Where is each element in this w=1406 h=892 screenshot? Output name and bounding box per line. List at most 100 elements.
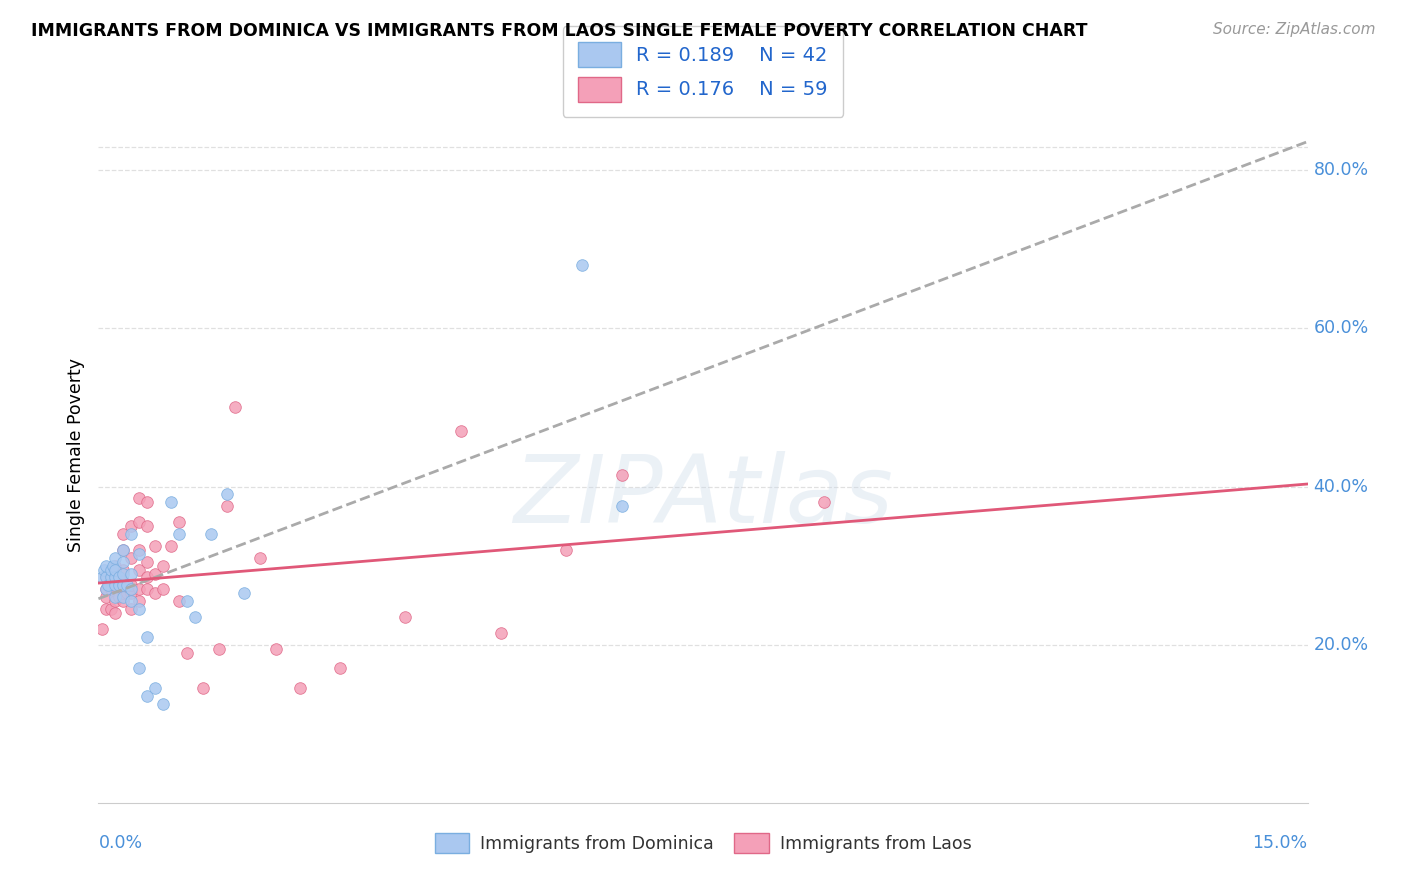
Point xyxy=(111,578,134,592)
Point xyxy=(167,527,190,541)
Point xyxy=(96,582,118,597)
Legend: Immigrants from Dominica, Immigrants from Laos: Immigrants from Dominica, Immigrants fro… xyxy=(427,826,979,860)
Point xyxy=(288,681,311,695)
Point xyxy=(91,622,114,636)
Point xyxy=(152,582,174,597)
Text: 40.0%: 40.0% xyxy=(1313,477,1368,496)
Point xyxy=(128,563,150,577)
Point xyxy=(152,697,174,711)
Point xyxy=(167,515,190,529)
Point xyxy=(111,563,134,577)
Point xyxy=(103,558,125,573)
Point xyxy=(96,558,118,573)
Point xyxy=(93,563,115,577)
Point xyxy=(217,500,239,514)
Point xyxy=(103,570,125,584)
Text: 0.0%: 0.0% xyxy=(98,834,142,852)
Point xyxy=(143,681,166,695)
Point xyxy=(208,641,231,656)
Point xyxy=(120,566,142,581)
Point xyxy=(167,594,190,608)
Point xyxy=(120,578,142,592)
Point xyxy=(96,602,118,616)
Point xyxy=(111,555,134,569)
Point xyxy=(111,542,134,557)
Point xyxy=(103,606,125,620)
Point xyxy=(143,586,166,600)
Point xyxy=(128,602,150,616)
Point xyxy=(120,527,142,541)
Point xyxy=(100,570,122,584)
Point xyxy=(128,542,150,557)
Point xyxy=(135,519,157,533)
Point xyxy=(135,630,157,644)
Point xyxy=(96,570,118,584)
Point xyxy=(128,491,150,506)
Point xyxy=(128,582,150,597)
Point xyxy=(111,594,134,608)
Point xyxy=(120,582,142,597)
Text: 60.0%: 60.0% xyxy=(1313,319,1369,337)
Point xyxy=(103,563,125,577)
Text: 15.0%: 15.0% xyxy=(1253,834,1308,852)
Point xyxy=(160,539,183,553)
Point xyxy=(115,586,138,600)
Point xyxy=(103,591,125,605)
Point xyxy=(111,586,134,600)
Point xyxy=(135,495,157,509)
Point xyxy=(571,258,593,272)
Point xyxy=(394,610,416,624)
Point xyxy=(120,602,142,616)
Point xyxy=(143,539,166,553)
Point xyxy=(97,578,120,592)
Point xyxy=(111,574,134,589)
Point xyxy=(128,547,150,561)
Point xyxy=(612,500,634,514)
Point xyxy=(96,591,118,605)
Point xyxy=(128,661,150,675)
Point xyxy=(143,566,166,581)
Point xyxy=(101,558,124,573)
Point xyxy=(264,641,287,656)
Point xyxy=(103,578,125,592)
Point xyxy=(120,594,142,608)
Point xyxy=(91,570,114,584)
Point xyxy=(217,487,239,501)
Point xyxy=(115,578,138,592)
Point xyxy=(224,401,246,415)
Point xyxy=(200,527,222,541)
Point xyxy=(120,550,142,565)
Point xyxy=(96,582,118,597)
Point xyxy=(120,586,142,600)
Point xyxy=(193,681,215,695)
Point xyxy=(612,467,634,482)
Point xyxy=(135,570,157,584)
Text: 20.0%: 20.0% xyxy=(1313,636,1369,654)
Point xyxy=(111,591,134,605)
Point xyxy=(111,542,134,557)
Point xyxy=(555,542,578,557)
Text: IMMIGRANTS FROM DOMINICA VS IMMIGRANTS FROM LAOS SINGLE FEMALE POVERTY CORRELATI: IMMIGRANTS FROM DOMINICA VS IMMIGRANTS F… xyxy=(31,22,1087,40)
Point xyxy=(450,424,472,438)
Point xyxy=(120,519,142,533)
Point xyxy=(232,586,254,600)
Point xyxy=(249,550,271,565)
Point xyxy=(491,625,513,640)
Point xyxy=(111,566,134,581)
Point xyxy=(813,495,835,509)
Point xyxy=(184,610,207,624)
Y-axis label: Single Female Poverty: Single Female Poverty xyxy=(66,358,84,552)
Point xyxy=(103,582,125,597)
Point xyxy=(135,689,157,703)
Point xyxy=(128,594,150,608)
Point xyxy=(329,661,352,675)
Point xyxy=(160,495,183,509)
Point xyxy=(103,550,125,565)
Point xyxy=(135,582,157,597)
Point xyxy=(107,570,129,584)
Point xyxy=(107,591,129,605)
Point xyxy=(100,563,122,577)
Point xyxy=(176,594,198,608)
Point xyxy=(100,602,122,616)
Point xyxy=(96,570,118,584)
